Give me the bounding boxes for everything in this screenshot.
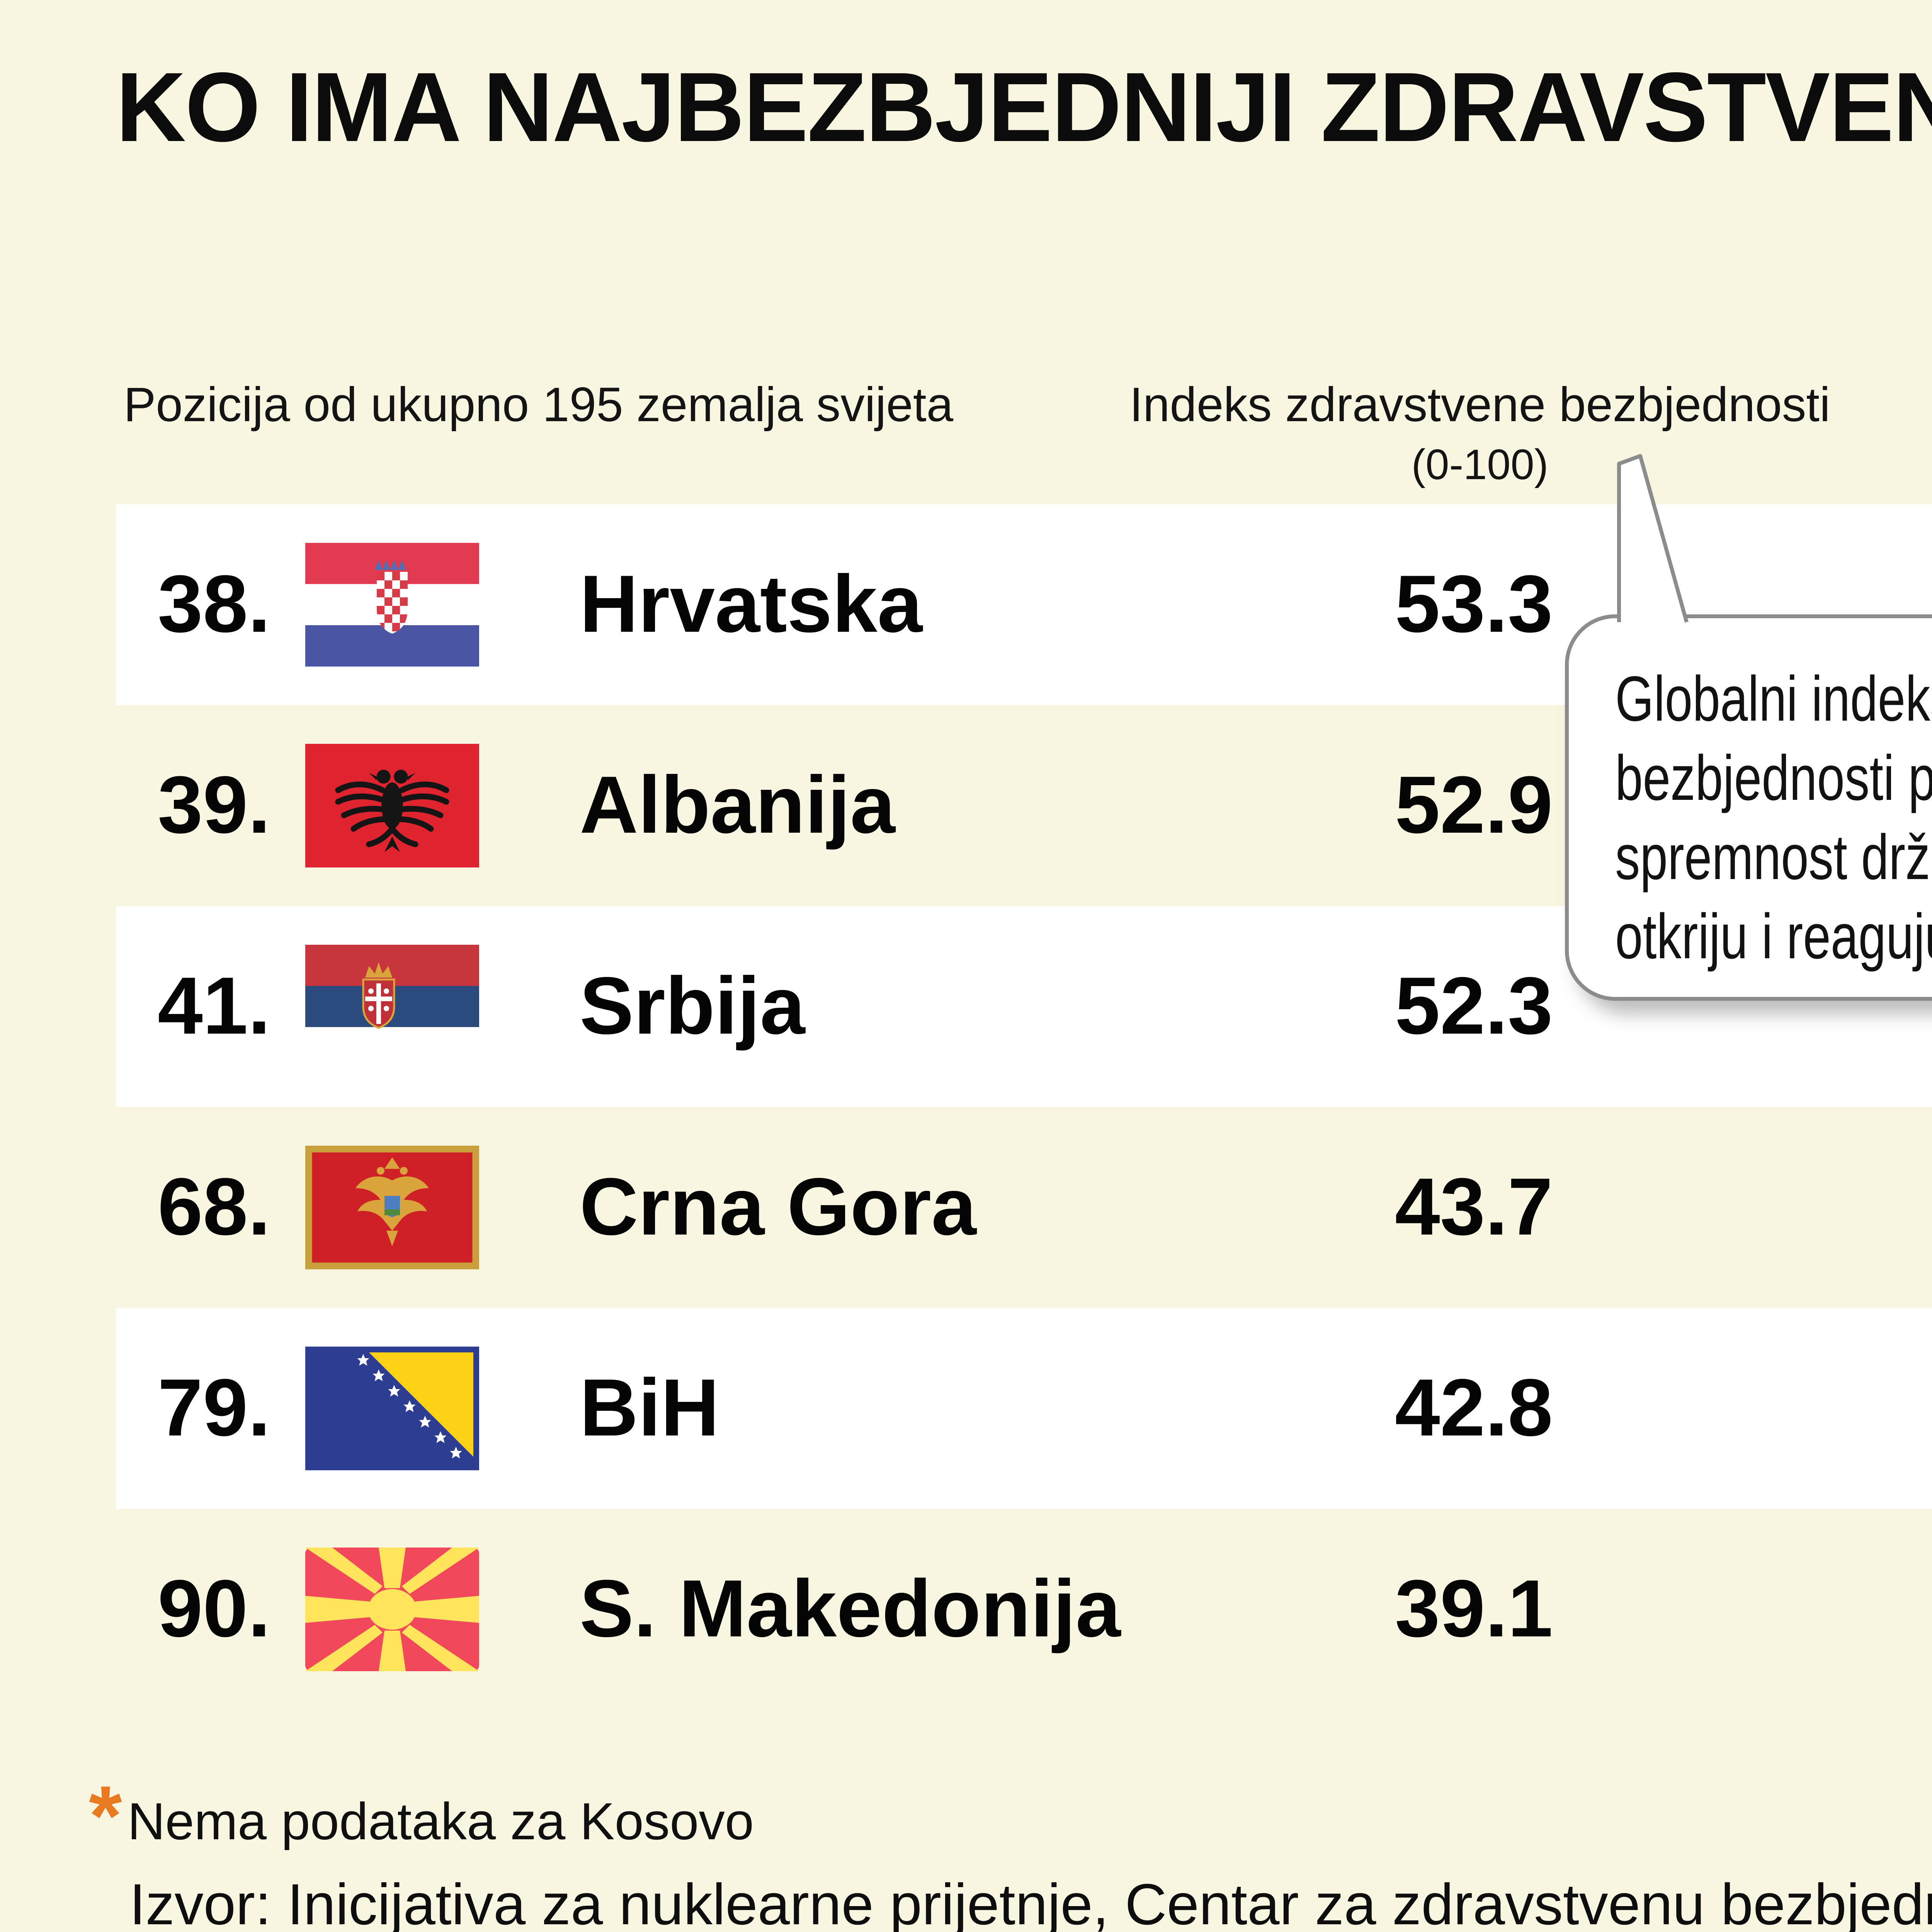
index-value: 42.8 — [1395, 1362, 1553, 1453]
country-name: BiH — [580, 1362, 719, 1453]
index-value: 39.1 — [1395, 1563, 1553, 1654]
country-name: Hrvatska — [580, 558, 923, 649]
country-name: Crna Gora — [580, 1161, 976, 1252]
flag-bosnia-herzegovina-icon — [305, 1347, 479, 1470]
table-row: 39. Albanija 52.9 — [0, 705, 1932, 906]
source-text: Izvor: Inicijativa za nuklearne prijetnj… — [129, 1866, 1932, 1932]
rank: 90. — [158, 1563, 270, 1654]
page-title: KO IMA NAJBEZBJEDNIJI ZDRAVSTVENI SISTEM… — [116, 52, 1932, 162]
index-column-header: Indeks zdravstvene bezbjednosti (0-100) — [1074, 379, 1886, 491]
rank: 39. — [158, 759, 270, 850]
table-row: 90. S. Makedonija 39.1 — [0, 1509, 1932, 1710]
rank: 79. — [158, 1362, 270, 1453]
index-value: 52.9 — [1395, 759, 1553, 850]
rank: 68. — [158, 1161, 270, 1252]
country-name: S. Makedonija — [580, 1563, 1121, 1654]
flag-croatia-icon — [305, 543, 479, 667]
footnote-text: Nema podataka za Kosovo — [128, 1793, 754, 1851]
table-row: 68. Crna Gora 43.7 — [0, 1107, 1932, 1308]
index-value: 52.3 — [1395, 960, 1553, 1051]
position-column-header: Pozicija od ukupno 195 zemalja svijeta — [124, 379, 954, 433]
table-row: 38. — [0, 504, 1932, 705]
flag-montenegro-icon — [305, 1146, 479, 1269]
index-value: 43.7 — [1395, 1161, 1553, 1252]
rank: 41. — [158, 960, 270, 1051]
flag-north-macedonia-icon — [305, 1548, 479, 1671]
bubble-text: Globalni indeks zdravstvene bezbjednosti… — [1615, 659, 1932, 976]
bubble-line: spremnost država da spriječe, — [1615, 821, 1932, 893]
bubble-line: Globalni indeks zdravstvene — [1615, 663, 1932, 734]
bubble-line: otkriju i reaguju na epidemije. — [1615, 900, 1932, 972]
index-tooltip-bubble: Globalni indeks zdravstvene bezbjednosti… — [1565, 614, 1932, 1001]
rank: 38. — [158, 558, 270, 649]
country-name: Albanija — [580, 759, 895, 850]
source-line: Izvor: Inicijativa za nuklearne prijetnj… — [129, 1874, 1932, 1932]
flag-albania-icon — [305, 744, 479, 867]
table-row: 79. BiH 42.8 — [0, 1308, 1932, 1509]
country-name: Srbija — [580, 960, 805, 1051]
index-value: 53.3 — [1395, 558, 1553, 649]
asterisk-icon: * — [89, 1770, 122, 1864]
flag-serbia-icon — [305, 945, 479, 1068]
index-range: (0-100) — [1411, 440, 1549, 489]
table-row: 41. Srbija 52.3 — [0, 906, 1932, 1107]
bubble-line: bezbjednosti pokazuje — [1615, 742, 1932, 813]
index-header-line: Indeks zdravstvene bezbjednosti — [1129, 379, 1830, 433]
